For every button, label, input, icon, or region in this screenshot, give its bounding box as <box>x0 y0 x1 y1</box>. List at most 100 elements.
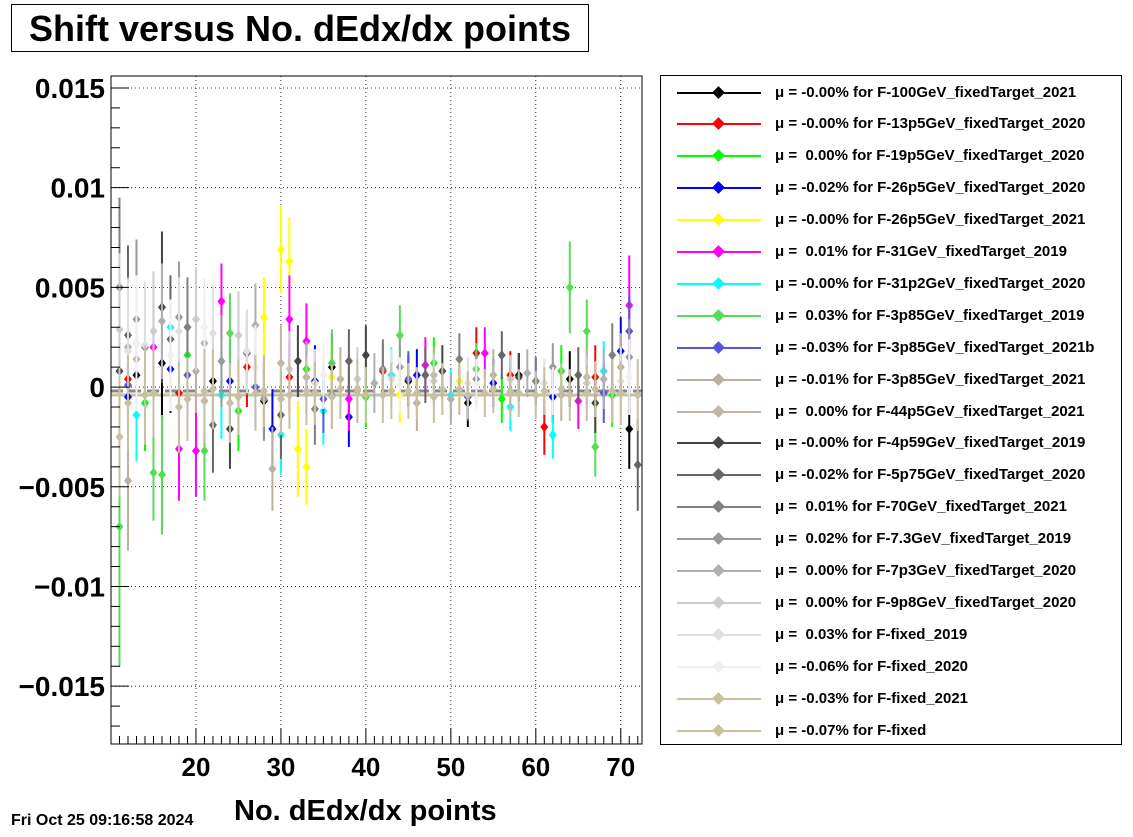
legend-label: μ = -0.03% for F-3p85GeV_fixedTarget_202… <box>775 338 1095 356</box>
data-point <box>395 330 404 341</box>
legend-label: μ = 0.00% for F-9p8GeV_fixedTarget_2020 <box>775 593 1077 611</box>
data-point <box>540 421 549 432</box>
data-point <box>557 384 566 395</box>
y-tick-label: −0.01 <box>34 571 105 602</box>
data-point <box>565 390 574 401</box>
legend-label: μ = -0.07% for F-fixed <box>775 721 927 739</box>
data-point <box>548 429 557 440</box>
data-point <box>259 386 268 397</box>
data-point <box>565 282 574 293</box>
data-point <box>166 350 175 361</box>
data-point <box>123 346 132 357</box>
x-tick-label: 20 <box>181 752 210 782</box>
series-4 <box>259 205 464 505</box>
y-tick-label: 0.01 <box>51 173 106 204</box>
legend-entry: μ = -0.00% for F-13p5GeV_fixedTarget_202… <box>661 108 1121 140</box>
data-point <box>591 384 600 395</box>
chart-title: Shift versus No. dEdx/dx points <box>11 4 589 52</box>
timestamp: Fri Oct 25 09:16:58 2024 <box>11 812 194 829</box>
data-point <box>480 348 489 359</box>
legend-label: μ = -0.00% for F-100GeV_fixedTarget_2021 <box>775 83 1077 101</box>
data-point <box>404 386 413 397</box>
series-19 <box>115 345 642 497</box>
data-point <box>285 314 294 325</box>
data-point <box>174 402 183 413</box>
data-point <box>361 390 370 401</box>
data-point <box>217 296 226 307</box>
data-point <box>132 338 141 349</box>
data-point <box>344 394 353 405</box>
legend-marker <box>712 723 725 737</box>
data-point <box>259 312 268 323</box>
data-point <box>608 350 617 361</box>
legend-marker <box>712 659 725 673</box>
data-layer <box>111 197 642 667</box>
data-point <box>480 388 489 399</box>
data-point <box>123 398 132 409</box>
legend-entry: μ = -0.07% for F-fixed <box>661 715 1121 747</box>
data-point <box>497 394 506 405</box>
data-point <box>472 380 481 391</box>
legend-entry: μ = 0.01% for F-31GeV_fixedTarget_2019 <box>661 236 1121 268</box>
data-point <box>115 431 124 442</box>
legend-entry: μ = 0.03% for F-3p85GeV_fixedTarget_2019 <box>661 300 1121 332</box>
legend-label: μ = -0.02% for F-26p5GeV_fixedTarget_202… <box>775 179 1086 197</box>
data-point <box>625 423 634 434</box>
data-point <box>234 330 243 341</box>
data-point <box>123 475 132 486</box>
legend-entry: μ = 0.00% for F-7p3GeV_fixedTarget_2020 <box>661 555 1121 587</box>
data-point <box>582 388 591 399</box>
legend-marker <box>712 340 725 354</box>
data-point <box>191 314 200 325</box>
data-point <box>523 368 532 379</box>
data-point <box>183 322 192 333</box>
data-point <box>149 388 158 399</box>
y-tick-label: 0 <box>89 372 105 403</box>
legend-label: μ = -0.00% for F-4p59GeV_fixedTarget_201… <box>775 434 1086 452</box>
legend-entry: μ = 0.00% for F-44p5GeV_fixedTarget_2021 <box>661 396 1121 428</box>
legend-label: μ = 0.03% for F-3p85GeV_fixedTarget_2019 <box>775 306 1085 324</box>
legend-marker <box>712 532 725 545</box>
data-point <box>548 386 557 397</box>
legend-marker <box>712 181 725 195</box>
data-point <box>200 445 209 456</box>
data-point <box>540 386 549 397</box>
grid-lines <box>111 76 642 744</box>
legend-label: μ = -0.03% for F-fixed_2021 <box>775 689 969 707</box>
legend-entry: μ = -0.03% for F-3p85GeV_fixedTarget_202… <box>661 332 1121 364</box>
data-point <box>302 461 311 472</box>
legend-label: μ = 0.03% for F-fixed_2019 <box>775 625 968 643</box>
data-point <box>446 394 455 405</box>
legend-label: μ = 0.00% for F-19p5GeV_fixedTarget_2020 <box>775 147 1085 165</box>
data-point <box>582 326 591 337</box>
legend-entry: μ = 0.02% for F-7.3GeV_fixedTarget_2019 <box>661 523 1121 555</box>
data-point <box>421 370 430 381</box>
data-point <box>200 386 209 397</box>
legend-label: μ = 0.00% for F-44p5GeV_fixedTarget_2021 <box>775 402 1085 420</box>
y-tick-label: 0.005 <box>35 272 105 303</box>
data-point <box>217 356 226 367</box>
legend-label: μ = -0.02% for F-5p75GeV_fixedTarget_202… <box>775 466 1086 484</box>
data-point <box>200 322 209 333</box>
series-8 <box>123 295 634 433</box>
legend-label: μ = 0.00% for F-7p3GeV_fixedTarget_2020 <box>775 562 1077 579</box>
data-point <box>140 390 149 401</box>
y-tick-label: −0.005 <box>19 472 105 503</box>
data-point <box>616 388 625 399</box>
data-point <box>285 256 294 267</box>
legend-label: μ = 0.02% for F-7.3GeV_fixedTarget_2019 <box>775 530 1072 548</box>
legend-entry: μ = -0.01% for F-3p85GeV_fixedTarget_202… <box>661 364 1121 396</box>
data-point <box>174 326 183 337</box>
series-20 <box>123 349 625 451</box>
legend-marker <box>712 564 725 577</box>
x-tick-label: 60 <box>521 752 550 782</box>
legend-marker <box>712 149 725 163</box>
legend-marker <box>712 308 725 322</box>
data-point <box>319 370 328 381</box>
legend-entry: μ = -0.03% for F-fixed_2021 <box>661 683 1121 715</box>
legend: μ = -0.00% for F-100GeV_fixedTarget_2021… <box>660 75 1122 745</box>
x-tick-label: 40 <box>351 752 380 782</box>
data-point <box>429 392 438 403</box>
y-tick-label: 0.015 <box>35 73 105 104</box>
data-point <box>149 326 158 337</box>
